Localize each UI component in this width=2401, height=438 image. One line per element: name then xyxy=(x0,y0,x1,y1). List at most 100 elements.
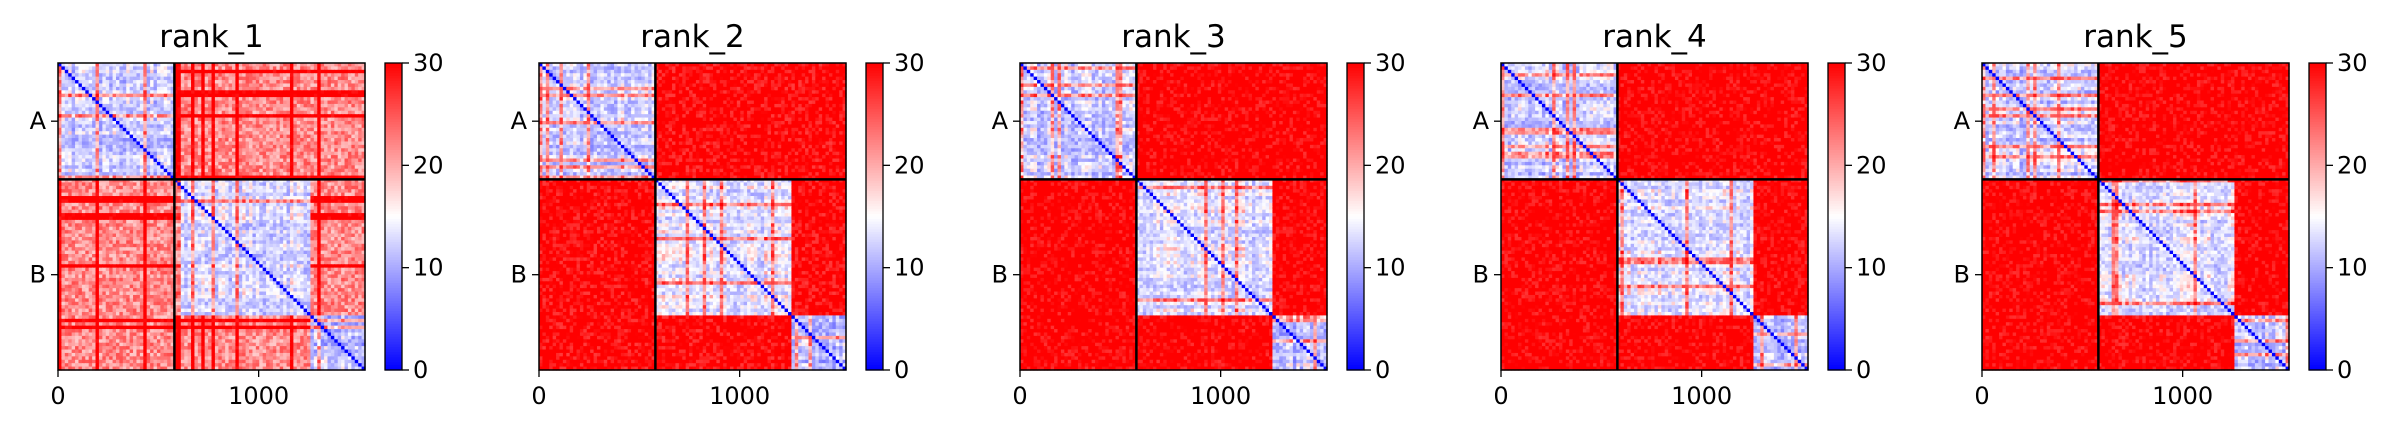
heatmap-cell xyxy=(239,66,243,70)
heatmap-cell xyxy=(276,90,280,94)
heatmap-cell xyxy=(215,145,219,149)
heatmap-cell xyxy=(61,128,65,132)
heatmap-cell xyxy=(150,206,154,210)
heatmap-cell xyxy=(235,87,239,91)
heatmap-cell xyxy=(341,135,345,139)
heatmap-cell xyxy=(154,114,158,118)
heatmap-cell xyxy=(269,94,273,98)
heatmap-cell xyxy=(85,203,89,207)
heatmap-cell xyxy=(348,90,352,94)
heatmap-cell xyxy=(358,97,362,101)
heatmap-cell xyxy=(188,80,192,84)
heatmap-cell xyxy=(61,124,65,128)
heatmap-cell xyxy=(314,217,318,221)
heatmap-cell xyxy=(154,101,158,105)
heatmap-cell xyxy=(321,203,325,207)
heatmap-cell xyxy=(106,244,110,248)
heatmap-cell xyxy=(96,193,100,197)
heatmap-cell xyxy=(136,152,140,156)
heatmap-cell xyxy=(113,213,117,217)
heatmap-cell xyxy=(310,193,314,197)
heatmap-cell xyxy=(215,196,219,200)
heatmap-cell xyxy=(96,73,100,77)
heatmap-cell xyxy=(293,220,297,224)
heatmap-cell xyxy=(99,121,103,125)
heatmap-cell xyxy=(297,203,301,207)
heatmap-cell xyxy=(239,87,243,91)
heatmap-cell xyxy=(194,152,198,156)
heatmap-cell xyxy=(75,155,79,159)
heatmap-cell xyxy=(106,193,110,197)
heatmap-cell xyxy=(68,77,72,81)
heatmap-cell xyxy=(287,104,291,108)
heatmap-cell xyxy=(269,247,273,251)
heatmap-cell xyxy=(109,244,113,248)
heatmap-cell xyxy=(290,155,294,159)
heatmap-cell xyxy=(239,138,243,142)
heatmap-cell xyxy=(235,159,239,163)
heatmap-cell xyxy=(109,83,113,87)
heatmap-cell xyxy=(82,145,86,149)
heatmap-cell xyxy=(140,186,144,190)
heatmap-cell xyxy=(331,73,335,77)
heatmap-cell xyxy=(68,135,72,139)
heatmap-cell xyxy=(317,244,321,248)
heatmap-cell xyxy=(324,169,328,173)
heatmap-cell xyxy=(338,121,342,125)
heatmap-cell xyxy=(65,196,69,200)
heatmap-cell xyxy=(225,234,229,238)
heatmap-cell xyxy=(82,206,86,210)
heatmap-cell xyxy=(321,196,325,200)
heatmap-cell xyxy=(327,118,331,122)
heatmap-cell xyxy=(160,97,164,101)
heatmap-cell xyxy=(317,182,321,186)
heatmap-cell xyxy=(351,169,355,173)
heatmap-cell xyxy=(157,227,161,231)
heatmap-cell xyxy=(246,186,250,190)
heatmap-cell xyxy=(239,162,243,166)
heatmap-cell xyxy=(269,124,273,128)
heatmap-cell xyxy=(276,206,280,210)
heatmap-cell xyxy=(72,159,76,163)
heatmap-cell xyxy=(78,77,82,81)
heatmap-cell xyxy=(269,165,273,169)
heatmap-cell xyxy=(280,70,284,74)
heatmap-cell xyxy=(297,165,301,169)
heatmap-cell xyxy=(355,104,359,108)
heatmap-cell xyxy=(310,70,314,74)
heatmap-cell xyxy=(307,155,311,159)
heatmap-cell xyxy=(191,97,195,101)
heatmap-cell xyxy=(177,80,181,84)
heatmap-cell xyxy=(201,148,205,152)
heatmap-cell xyxy=(222,83,226,87)
heatmap-cell xyxy=(276,220,280,224)
heatmap-cell xyxy=(198,189,202,193)
heatmap-cell xyxy=(68,124,72,128)
heatmap-cell xyxy=(304,186,308,190)
heatmap-cell xyxy=(72,165,76,169)
heatmap-cell xyxy=(283,169,287,173)
heatmap-cell xyxy=(290,90,294,94)
heatmap-cell xyxy=(327,217,331,221)
heatmap-cell xyxy=(99,182,103,186)
heatmap-cell xyxy=(307,77,311,81)
heatmap-cell xyxy=(82,121,86,125)
heatmap-cell xyxy=(119,199,123,203)
heatmap-cell xyxy=(205,94,209,98)
heatmap-cell xyxy=(317,145,321,149)
heatmap-cell xyxy=(266,135,270,139)
heatmap-cell xyxy=(154,77,158,81)
heatmap-cell xyxy=(280,159,284,163)
heatmap-cell xyxy=(266,87,270,91)
heatmap-cell xyxy=(154,251,158,255)
heatmap-cell xyxy=(331,90,335,94)
heatmap-cell xyxy=(283,182,287,186)
heatmap-cell xyxy=(239,148,243,152)
heatmap-cell xyxy=(287,135,291,139)
heatmap-cell xyxy=(116,107,120,111)
heatmap-cell xyxy=(191,101,195,105)
heatmap-cell xyxy=(123,80,127,84)
heatmap-cell xyxy=(297,141,301,145)
heatmap-cell xyxy=(232,247,236,251)
heatmap-cell xyxy=(324,121,328,125)
